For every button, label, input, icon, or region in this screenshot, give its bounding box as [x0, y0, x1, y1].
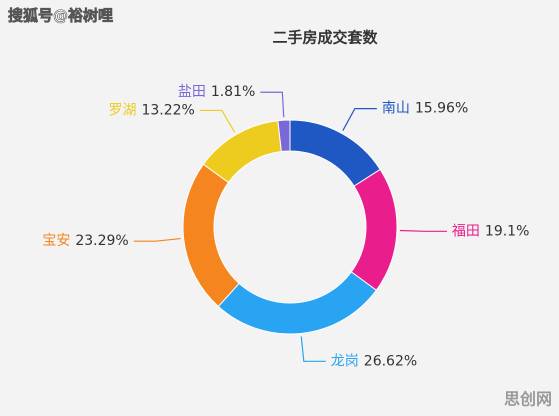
slice-label: 福田 19.1% [452, 223, 529, 239]
value-label: 19.1% [485, 223, 529, 239]
chart-title: 二手房成交套数 [272, 29, 378, 47]
leader-line [300, 336, 326, 362]
leader-line [260, 91, 285, 118]
leader-line [399, 229, 447, 232]
slice-label: 罗湖 13.22% [108, 102, 194, 118]
category-name: 罗湖 [108, 102, 136, 118]
watermark: 思创网 [504, 390, 552, 409]
leader-line [199, 109, 236, 133]
donut-slice [277, 119, 291, 153]
value-label: 15.96% [415, 101, 468, 117]
slice-label: 盐田 1.81% [178, 84, 255, 100]
category-name: 福田 [452, 223, 480, 239]
category-name: 龙岗 [331, 353, 359, 369]
category-name: 南山 [382, 101, 410, 117]
category-name: 宝安 [42, 233, 70, 249]
value-label: 23.29% [75, 233, 128, 249]
slice-label: 宝安 23.29% [42, 233, 128, 249]
slice-label: 龙岗 26.62% [331, 353, 417, 369]
value-label: 1.81% [211, 84, 255, 100]
category-name: 盐田 [178, 84, 206, 100]
leader-line [342, 108, 377, 131]
value-label: 26.62% [364, 353, 417, 369]
slice-label: 南山 15.96% [382, 101, 468, 117]
value-label: 13.22% [141, 102, 194, 118]
watermark: 搜狐号@裕树哩 [8, 7, 113, 25]
leader-line [133, 237, 181, 242]
